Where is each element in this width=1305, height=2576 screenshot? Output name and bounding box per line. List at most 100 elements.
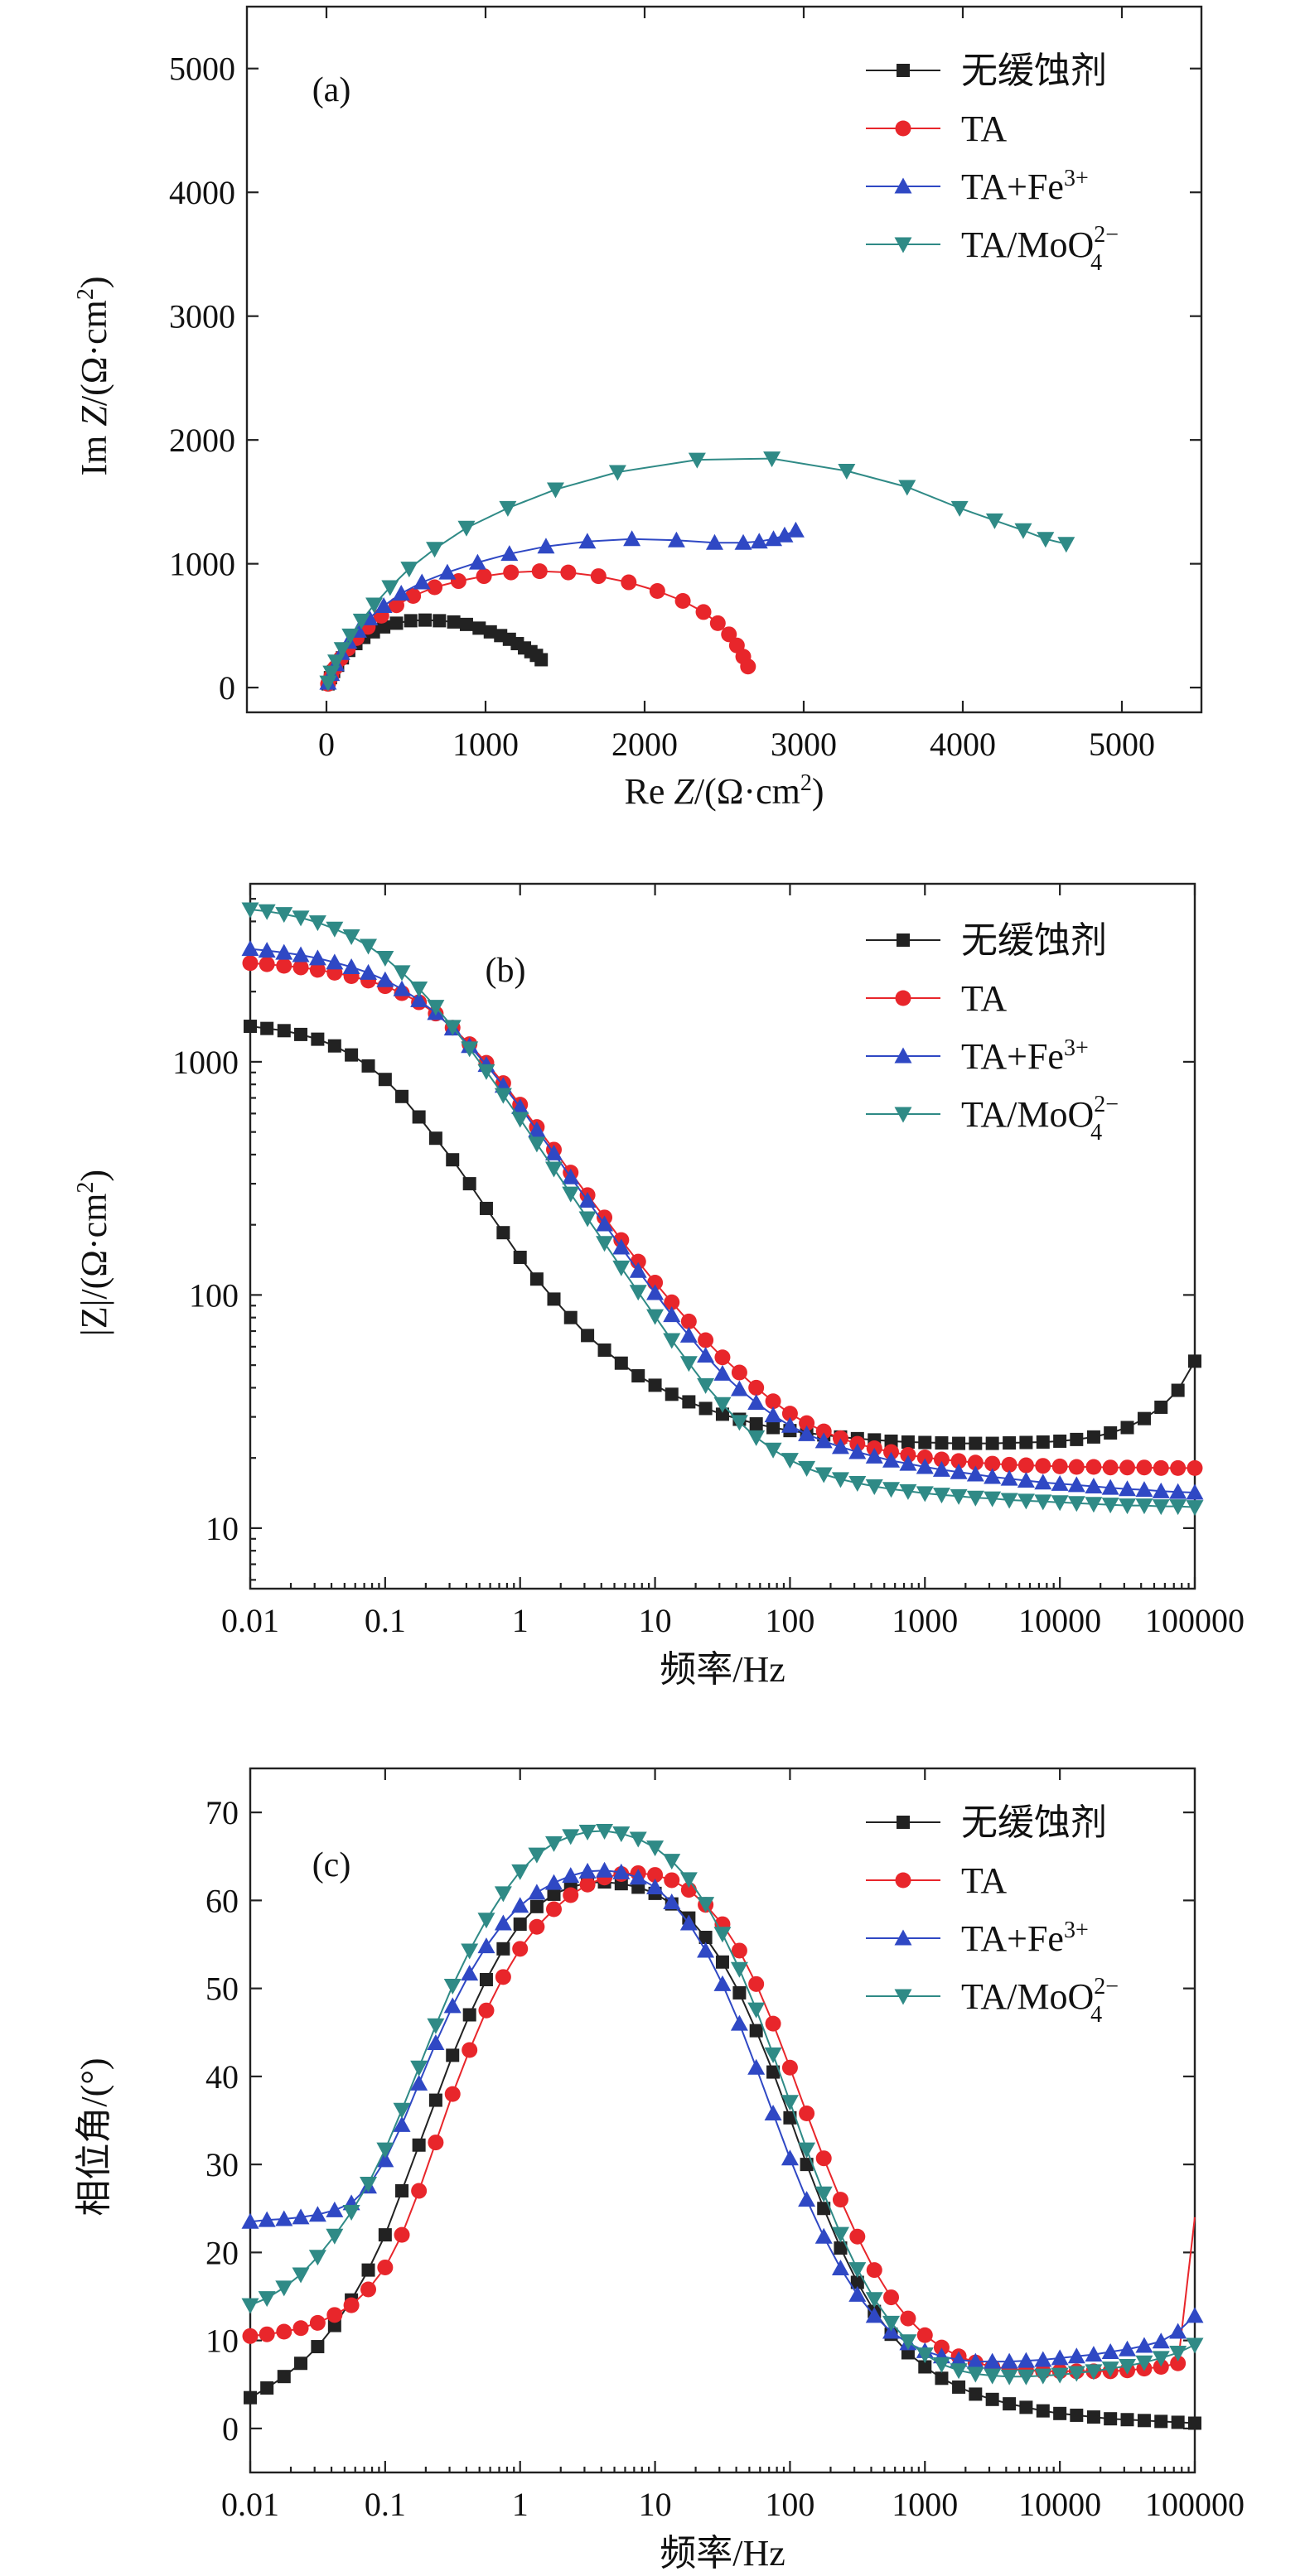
legend-text: 无缓蚀剂 — [961, 1802, 1107, 1843]
data-point — [1017, 1457, 1034, 1474]
data-point — [680, 1313, 697, 1329]
data-point — [786, 521, 805, 538]
data-point — [1085, 1478, 1103, 1494]
data-point — [1067, 1496, 1085, 1512]
data-point — [1135, 2337, 1153, 2353]
data-point — [418, 613, 433, 627]
data-point — [705, 533, 723, 550]
data-point — [544, 1161, 563, 1178]
legend-marker — [894, 237, 912, 253]
data-point — [798, 1425, 816, 1441]
data-point — [342, 929, 360, 946]
x-tick-label: 10000 — [1018, 1602, 1101, 1639]
data-point — [952, 1436, 966, 1450]
x-axis-label-part: /(Ω·cm — [694, 771, 800, 812]
data-point — [596, 1236, 614, 1252]
data-point — [629, 1261, 647, 1278]
data-point — [596, 1215, 614, 1232]
data-point — [608, 465, 626, 481]
data-point — [612, 1238, 631, 1255]
legend-marker — [897, 64, 910, 77]
data-point — [468, 553, 486, 570]
data-point — [814, 2227, 833, 2244]
data-point — [1187, 1459, 1203, 1476]
data-point — [764, 1442, 782, 1459]
legend-superscript: 3+ — [1064, 166, 1089, 191]
data-point — [832, 2192, 848, 2208]
data-point — [950, 1488, 968, 1505]
data-point — [781, 2059, 798, 2076]
data-point — [426, 542, 444, 558]
data-point — [311, 2340, 325, 2354]
data-point — [495, 1969, 511, 1985]
data-point — [883, 2289, 900, 2306]
data-point — [814, 1467, 833, 1483]
data-point — [1137, 1411, 1151, 1425]
data-point — [815, 2150, 832, 2167]
data-point — [966, 1490, 984, 1507]
data-point — [1188, 1354, 1201, 1368]
y-tick-label: 1000 — [169, 546, 235, 583]
legend-text: TA+Fe — [961, 1036, 1064, 1077]
data-point — [447, 615, 461, 629]
data-point — [513, 1250, 527, 1264]
legend-label: TA+Fe3+ — [961, 1035, 1089, 1077]
data-point — [629, 1831, 647, 1848]
x-axis-label-part: ) — [812, 771, 824, 812]
data-point — [966, 2352, 984, 2369]
data-point — [410, 2060, 428, 2077]
data-point — [674, 592, 691, 609]
data-point — [730, 1415, 748, 1431]
data-point — [1135, 2355, 1153, 2371]
data-point — [319, 675, 337, 692]
data-point — [352, 613, 370, 630]
data-point — [748, 1379, 765, 1396]
data-point — [817, 2202, 831, 2216]
data-point — [849, 2228, 866, 2245]
data-point — [623, 530, 641, 547]
x-tick-label: 1 — [512, 1602, 529, 1639]
data-point — [395, 2184, 409, 2197]
legend-marker — [897, 933, 910, 947]
data-point — [578, 1211, 597, 1228]
data-point — [1186, 2307, 1204, 2323]
y-axis-label-var: Z — [74, 406, 114, 427]
data-point — [1085, 1497, 1103, 1513]
y-axis-label: 相位角/(°) — [74, 2057, 114, 2216]
data-point — [477, 1937, 495, 1954]
legend-label: TA/MoO2− 4 — [961, 1974, 1119, 2028]
data-point — [544, 1836, 563, 1852]
data-point — [749, 2024, 763, 2038]
y-axis-label-group: |Z|/(Ω·cm2) — [73, 1170, 114, 1336]
data-point — [275, 2280, 293, 2297]
data-point — [697, 1897, 715, 1913]
data-point — [529, 1272, 544, 1286]
y-axis-label-part: /(Ω·cm — [74, 300, 114, 406]
data-point — [750, 533, 768, 549]
data-point — [360, 938, 378, 955]
data-point — [663, 1306, 681, 1323]
data-point — [764, 2105, 782, 2120]
data-point — [933, 2339, 950, 2356]
data-point — [563, 1310, 578, 1324]
data-point — [747, 1394, 766, 1411]
x-tick-label: 100 — [765, 2486, 814, 2523]
data-point — [513, 1918, 527, 1932]
data-point — [1051, 1495, 1069, 1512]
data-point — [578, 1862, 597, 1879]
legend-text: TA — [961, 109, 1007, 149]
data-point — [275, 943, 293, 960]
panel-a-nyquist: 0 1000 2000 3000 4000 5000 0 1000 2000 3000 4000 50… — [73, 5, 1203, 812]
legend-text: 无缓蚀剂 — [961, 51, 1107, 91]
data-point — [747, 2002, 766, 2019]
data-point — [1067, 2366, 1085, 2382]
data-point — [443, 1020, 462, 1036]
data-point — [443, 1997, 462, 2014]
data-point — [292, 2267, 310, 2284]
data-point — [932, 1460, 950, 1477]
legend-marker — [894, 1929, 912, 1946]
data-point — [647, 1867, 664, 1884]
data-point — [511, 1897, 529, 1913]
legend-label: 无缓蚀剂 — [961, 920, 1107, 961]
